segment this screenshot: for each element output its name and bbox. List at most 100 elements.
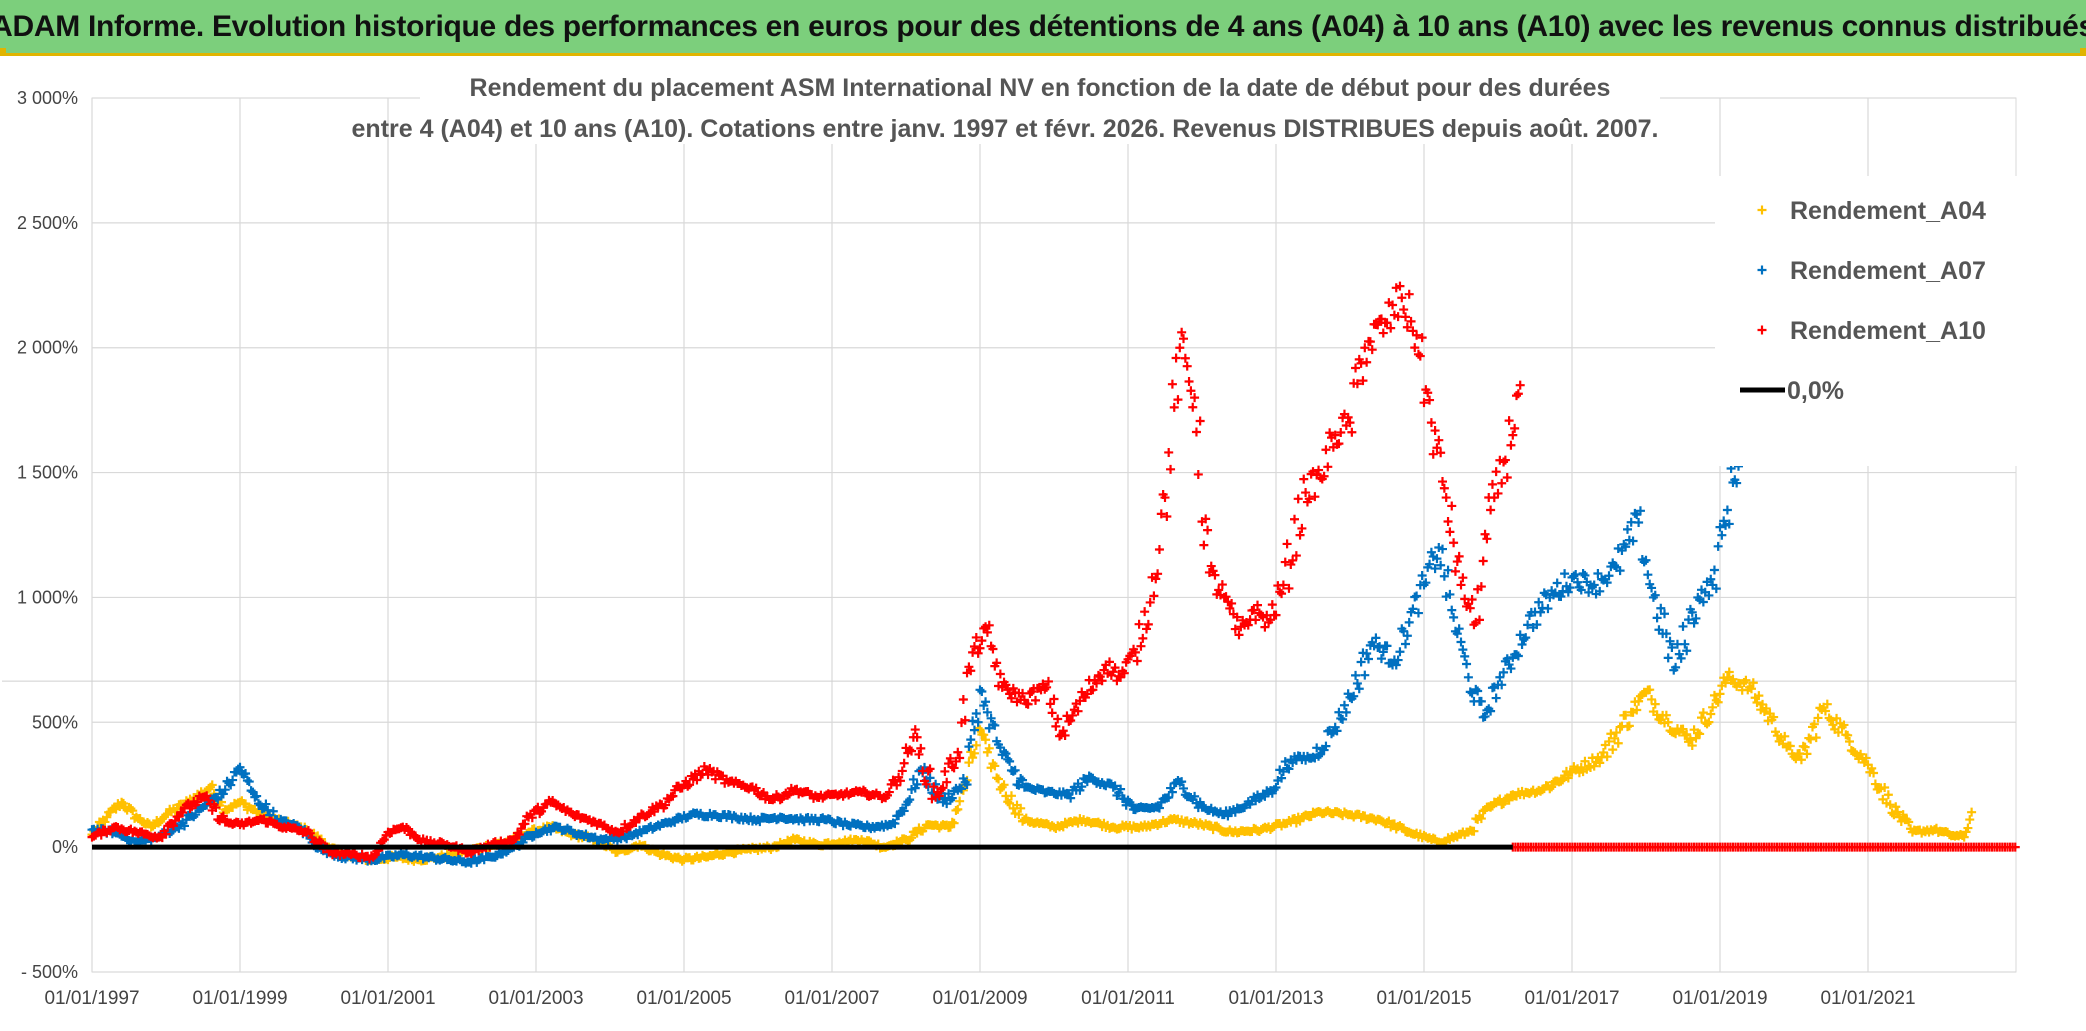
data-point	[1476, 696, 1486, 706]
data-point	[670, 817, 680, 827]
data-point	[307, 833, 317, 843]
data-point	[211, 803, 221, 813]
data-point	[1175, 343, 1185, 353]
data-point	[1630, 508, 1640, 518]
data-point	[1647, 694, 1657, 704]
data-point	[1423, 388, 1433, 398]
data-point	[1523, 620, 1533, 630]
data-point	[1199, 540, 1209, 550]
data-point	[1291, 551, 1301, 561]
data-point	[1001, 680, 1011, 690]
data-point	[899, 806, 909, 816]
data-point	[1438, 477, 1447, 487]
data-point	[228, 775, 238, 785]
data-point	[1327, 433, 1336, 443]
data-point	[1497, 680, 1507, 690]
data-point	[1191, 427, 1201, 437]
data-point	[1697, 713, 1706, 723]
data-point	[181, 815, 191, 825]
data-point	[1201, 514, 1211, 524]
data-point	[1221, 592, 1231, 602]
data-point	[1138, 633, 1148, 643]
series-rendement-a04	[87, 667, 1977, 866]
data-point	[955, 796, 965, 806]
data-point	[1521, 633, 1531, 643]
data-point	[226, 780, 236, 790]
data-point	[1399, 626, 1409, 636]
data-point	[1504, 416, 1514, 426]
data-point	[1458, 573, 1468, 583]
data-point	[1280, 557, 1290, 567]
data-point	[1434, 435, 1444, 445]
data-point	[1016, 773, 1026, 783]
legend-swatch	[1757, 205, 1767, 215]
data-point	[1469, 826, 1479, 836]
data-point	[1491, 467, 1501, 477]
data-point	[1861, 753, 1871, 763]
data-point	[1406, 316, 1416, 326]
data-point	[1660, 718, 1669, 728]
data-point	[1153, 569, 1163, 579]
x-tick-label: 01/01/2019	[1672, 988, 1767, 1009]
data-point	[1487, 479, 1497, 489]
data-point	[1815, 703, 1825, 713]
y-tick-label: 1 500%	[17, 463, 78, 483]
data-point	[1114, 671, 1124, 681]
x-tick-label: 01/01/2021	[1820, 988, 1915, 1009]
data-point	[962, 780, 972, 790]
data-point	[1587, 582, 1597, 592]
data-point	[1179, 783, 1188, 793]
x-tick-label: 01/01/2017	[1524, 988, 1619, 1009]
banner-corner-right	[2080, 48, 2086, 54]
data-point	[1639, 557, 1649, 567]
data-point	[1097, 676, 1107, 686]
data-point	[981, 735, 991, 745]
data-point	[1227, 598, 1237, 608]
legend-label: 0,0%	[1787, 377, 1844, 405]
data-point	[1295, 530, 1305, 540]
data-point	[1565, 767, 1575, 777]
data-point	[1162, 512, 1172, 522]
chart-title: Rendement du placement ASM International…	[352, 64, 1660, 144]
data-point	[1415, 351, 1425, 361]
data-point	[1014, 810, 1024, 820]
data-point	[250, 792, 260, 802]
data-point	[1314, 465, 1324, 475]
data-point	[710, 774, 720, 784]
data-point	[1506, 440, 1516, 450]
data-point	[1476, 814, 1486, 824]
data-point	[1708, 702, 1718, 712]
data-point	[1426, 547, 1436, 557]
data-point	[1602, 578, 1612, 588]
data-point	[1362, 649, 1372, 659]
data-point	[1806, 734, 1816, 744]
data-point	[1595, 586, 1605, 596]
data-point	[1471, 684, 1481, 694]
data-point	[1608, 745, 1618, 755]
data-point	[1439, 483, 1449, 493]
y-tick-label: 500%	[32, 712, 78, 732]
data-point	[905, 795, 915, 805]
data-point	[1301, 488, 1311, 498]
data-point	[217, 813, 226, 823]
data-point	[1038, 679, 1048, 689]
data-point	[1356, 358, 1366, 368]
data-point	[957, 784, 966, 794]
data-point	[1088, 685, 1098, 695]
data-point	[1327, 729, 1336, 739]
data-point	[377, 836, 387, 846]
data-point	[1469, 620, 1479, 630]
data-point	[1462, 659, 1472, 669]
data-point	[1177, 777, 1187, 787]
data-point	[912, 732, 922, 742]
data-point	[949, 818, 959, 828]
data-point	[1284, 764, 1294, 774]
data-point	[1127, 648, 1137, 658]
data-point	[96, 830, 106, 840]
data-point	[1341, 421, 1351, 431]
data-point	[1373, 320, 1383, 330]
data-point	[1167, 787, 1177, 797]
data-point	[988, 644, 998, 654]
data-point	[1480, 529, 1490, 539]
data-point	[1119, 668, 1129, 678]
